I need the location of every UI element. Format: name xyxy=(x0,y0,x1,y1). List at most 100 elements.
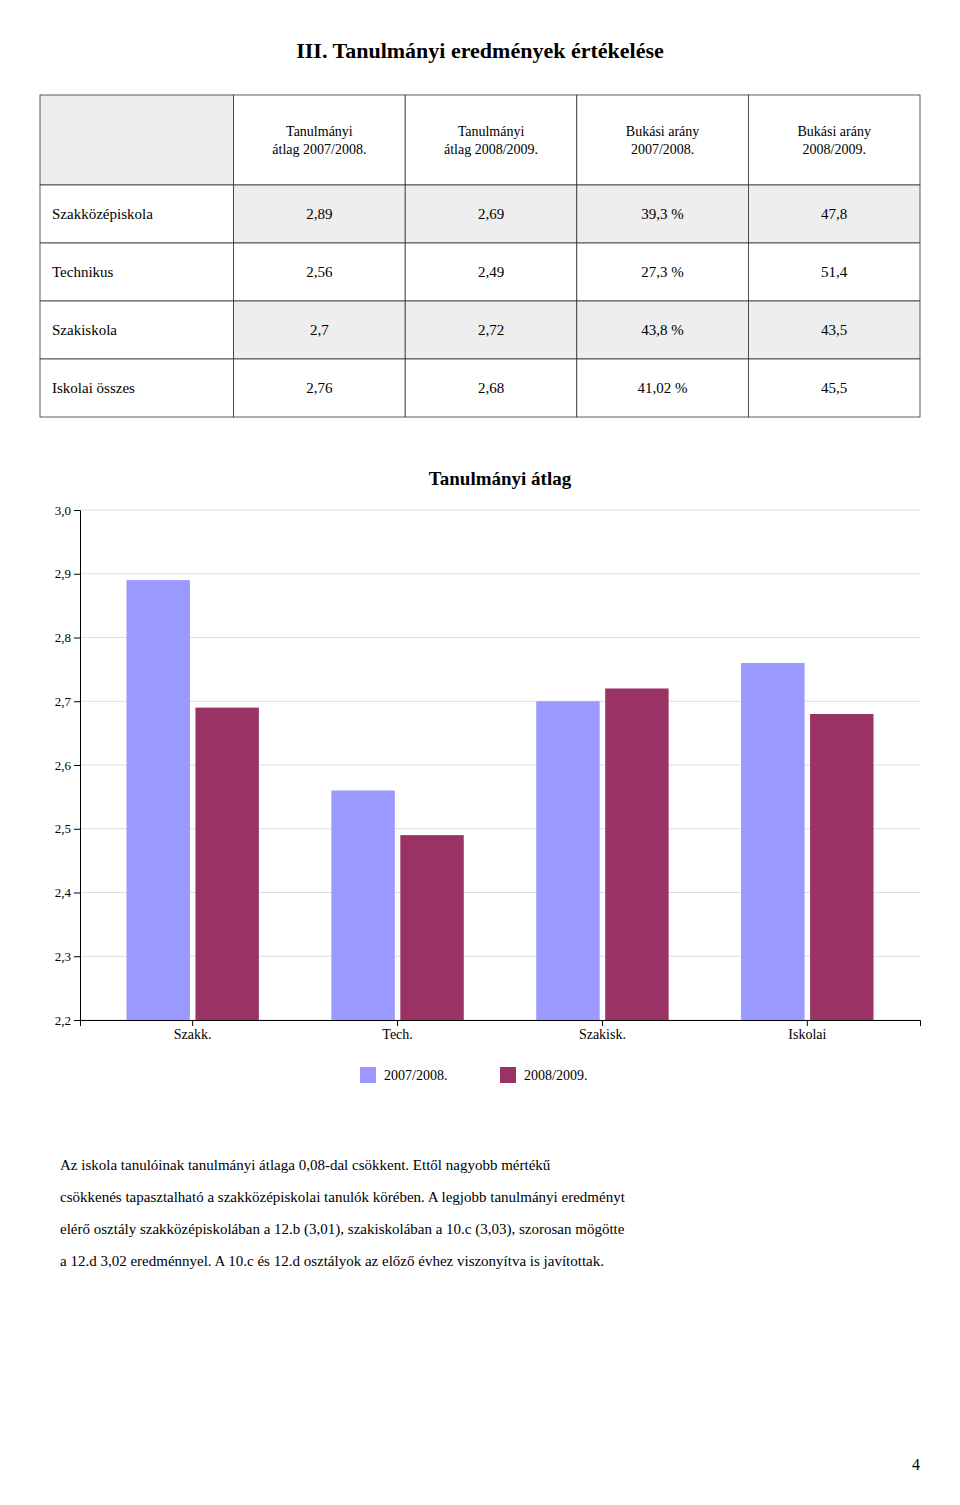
bar-series xyxy=(195,689,873,1021)
table-cell xyxy=(748,301,920,359)
y-tick-label: 2,5 xyxy=(55,821,71,836)
table-value: 2,7 xyxy=(310,322,329,338)
bar xyxy=(741,663,804,1020)
grid xyxy=(80,510,920,1020)
y-tick-mark xyxy=(74,956,80,957)
bar-series xyxy=(126,580,804,1020)
y-tick-label: 3,0 xyxy=(55,503,71,518)
table-header-cell xyxy=(405,95,577,185)
y-tick-mark xyxy=(74,510,80,511)
table-cell xyxy=(748,243,920,301)
bar xyxy=(810,714,873,1020)
y-tick-label: 2,3 xyxy=(55,949,71,964)
page-title: III. Tanulmányi eredmények értékelése xyxy=(296,38,664,63)
y-tick-label: 2,4 xyxy=(55,885,72,900)
y-tick: 2,9 xyxy=(55,566,80,581)
table-value: 51,4 xyxy=(821,264,848,280)
table-cell xyxy=(577,359,749,417)
table-cell xyxy=(577,301,749,359)
table-row-label: Szakközépiskola xyxy=(52,206,153,222)
table-header: Bukási arány2008/2009. xyxy=(797,124,870,157)
table: Tanulmányiátlag 2007/2008. Tanulmányiátla… xyxy=(40,95,920,417)
y-tick: 2,6 xyxy=(55,758,80,773)
table-header-cell xyxy=(748,95,920,185)
legend-item: 2007/2008. xyxy=(360,1067,447,1083)
table-value: 43,8 % xyxy=(641,322,684,338)
legend-label: 2008/2009. xyxy=(524,1068,587,1083)
table-header: Bukási arány2007/2008. xyxy=(626,124,699,157)
y-tick: 2,4 xyxy=(55,885,80,900)
table-cell xyxy=(234,359,406,417)
x-tick-mark xyxy=(192,1020,193,1026)
table-cell xyxy=(748,359,920,417)
body-line: Az iskola tanulóinak tanulmányi átlaga 0… xyxy=(60,1157,551,1173)
x-tick-mark xyxy=(602,1020,603,1026)
table-value: 2,89 xyxy=(306,206,332,222)
body-line: elérő osztály szakközépiskolában a 12.b … xyxy=(60,1221,625,1238)
bar xyxy=(536,701,599,1020)
table-header-cell xyxy=(577,95,749,185)
y-tick-label: 2,6 xyxy=(55,758,72,773)
body-text: Az iskola tanulóinak tanulmányi átlaga 0… xyxy=(60,1157,626,1269)
table-cell xyxy=(577,185,749,243)
legend-swatch xyxy=(360,1067,376,1083)
table-row-label: Iskolai összes xyxy=(52,380,135,396)
x-tick: Iskolai xyxy=(788,1020,826,1042)
table-cell xyxy=(234,301,406,359)
y-tick-mark xyxy=(74,638,80,639)
table-cell xyxy=(405,243,577,301)
bar xyxy=(331,791,394,1021)
bar xyxy=(605,689,668,1021)
table-header: Tanulmányiátlag 2008/2009. xyxy=(444,124,538,157)
table-cell xyxy=(234,185,406,243)
table-value: 27,3 % xyxy=(641,264,684,280)
grid-line xyxy=(80,637,920,638)
table-value: 45,5 xyxy=(821,380,847,396)
chart: 2,22,32,42,52,62,72,82,93,0Szakk.Tech.Sz… xyxy=(55,503,921,1042)
y-tick-mark xyxy=(74,765,80,766)
table-header-cell xyxy=(234,95,406,185)
table-cell xyxy=(748,185,920,243)
grid-line xyxy=(80,510,920,511)
table-value: 2,76 xyxy=(306,380,333,396)
x-tick: Szakisk. xyxy=(579,1020,626,1042)
y-tick-mark xyxy=(74,1020,80,1021)
page-number: 4 xyxy=(912,1456,920,1473)
table-row-label: Szakiskola xyxy=(52,322,117,338)
y-tick-label: 2,7 xyxy=(55,694,72,709)
table-cell xyxy=(40,185,234,243)
x-tick: Tech. xyxy=(382,1020,413,1042)
table-cell xyxy=(40,359,234,417)
x-tick-label: Szakk. xyxy=(174,1027,212,1042)
y-tick-label: 2,9 xyxy=(55,566,71,581)
y-tick: 2,5 xyxy=(55,821,80,836)
y-tick-label: 2,8 xyxy=(55,630,71,645)
legend-swatch xyxy=(500,1067,516,1083)
table-cell xyxy=(40,301,234,359)
chart-title: Tanulmányi átlag xyxy=(429,468,572,489)
y-tick: 3,0 xyxy=(55,503,80,518)
table-value: 47,8 xyxy=(821,206,847,222)
table-header: Tanulmányiátlag 2007/2008. xyxy=(272,124,366,157)
table-cell xyxy=(577,243,749,301)
y-axis: 2,2 2,3 2,4 2,5 2,6 2,7 2,8 2,9 3,0 xyxy=(55,503,81,1028)
x-axis: Szakk. Tech. Szakisk. Iskolai xyxy=(81,1020,921,1042)
y-tick-mark xyxy=(74,829,80,830)
table-value: 2,49 xyxy=(478,264,504,280)
y-tick: 2,8 xyxy=(55,630,80,645)
bar xyxy=(126,580,189,1020)
page: III. Tanulmányi eredmények értékelése Tan… xyxy=(0,0,960,1505)
body-line: csökkenés tapasztalható a szakközépiskol… xyxy=(60,1189,626,1205)
table-value: 2,72 xyxy=(478,322,504,338)
y-tick: 2,2 xyxy=(55,1013,80,1028)
bar xyxy=(195,708,258,1020)
grid-line xyxy=(80,573,920,574)
body-line: a 12.d 3,02 eredménnyel. A 10.c és 12.d … xyxy=(60,1253,604,1269)
legend-item: 2008/2009. xyxy=(500,1067,587,1083)
table-value: 39,3 % xyxy=(641,206,684,222)
table-cell xyxy=(405,359,577,417)
table-value: 2,56 xyxy=(306,264,333,280)
y-tick-mark xyxy=(74,574,80,575)
table-header-cell xyxy=(40,95,234,185)
table-cell xyxy=(405,301,577,359)
